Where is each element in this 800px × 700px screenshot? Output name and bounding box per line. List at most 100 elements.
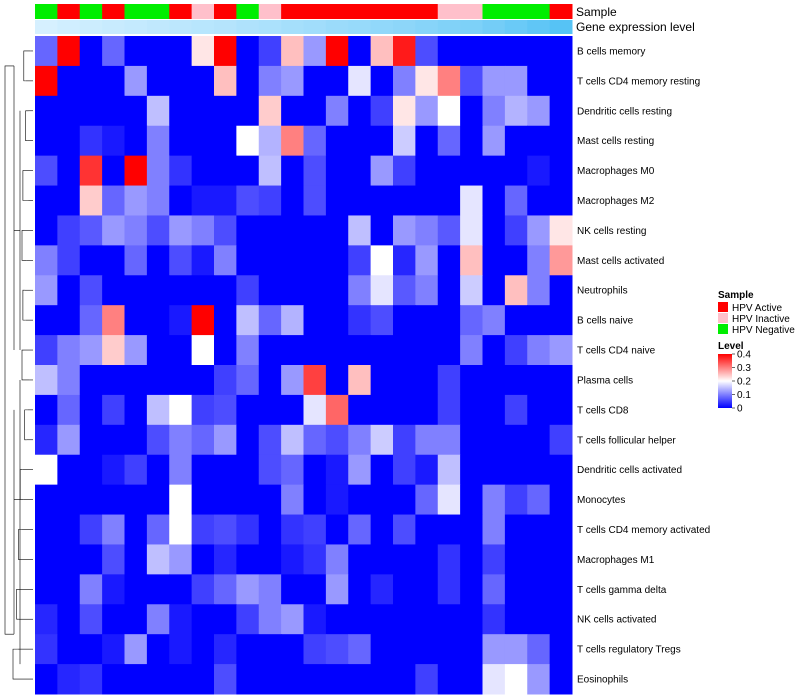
expression-annotation-cell: [348, 20, 372, 34]
dendrogram-branch: [21, 349, 30, 381]
heatmap-cell: [258, 36, 282, 67]
heatmap-cell: [348, 574, 372, 605]
heatmap-cell: [191, 185, 215, 216]
heatmap-cell: [415, 335, 439, 366]
dendrogram-branch: [23, 50, 31, 82]
heatmap-cell: [348, 36, 372, 67]
heatmap-cell: [348, 125, 372, 157]
heatmap-cell: [303, 335, 327, 366]
heatmap-cell: [549, 394, 573, 426]
heatmap-cell: [169, 424, 193, 456]
heatmap-cell: [482, 155, 506, 187]
heatmap-cell: [79, 36, 103, 67]
heatmap-cell: [35, 215, 58, 246]
heatmap-cell: [348, 65, 372, 97]
heatmap-cell: [169, 454, 193, 486]
row-label: T cells CD4 memory activated: [577, 525, 710, 536]
sample-annotation-cell: [393, 4, 416, 19]
heatmap-cell: [281, 36, 304, 67]
heatmap-cell: [146, 424, 170, 456]
heatmap-cell: [169, 365, 193, 396]
heatmap-cell: [527, 275, 551, 306]
heatmap-cell: [549, 454, 573, 486]
heatmap-cell: [169, 574, 193, 605]
expression-annotation-cell: [236, 20, 260, 34]
dendrogram-branch: [4, 65, 14, 635]
heatmap-cell: [549, 155, 573, 187]
sample-annotation-cell: [35, 4, 58, 19]
heatmap-cell: [191, 125, 215, 157]
sample-annotation-cell: [191, 4, 215, 19]
heatmap-cell: [146, 484, 170, 516]
heatmap-cell: [370, 125, 394, 157]
expression-annotation-cell: [124, 20, 148, 34]
heatmap-cell: [504, 484, 528, 516]
heatmap-cell: [325, 36, 349, 67]
expression-annotation-cell: [549, 20, 573, 34]
heatmap-cell: [325, 574, 349, 605]
heatmap-cell: [79, 155, 103, 187]
heatmap-cell: [35, 544, 58, 575]
heatmap-cell: [79, 275, 103, 306]
heatmap-cell: [303, 574, 327, 605]
heatmap-cell: [325, 125, 349, 157]
heatmap-cell: [504, 365, 528, 396]
heatmap-cell: [370, 394, 394, 426]
sample-annotation-cell: [214, 4, 237, 19]
sample-annotation-cell: [504, 4, 528, 19]
row-label: NK cells activated: [577, 615, 656, 626]
heatmap-cell: [549, 305, 573, 336]
heatmap-cell: [79, 454, 103, 486]
heatmap-cell: [124, 574, 148, 605]
heatmap-cell: [370, 95, 394, 127]
heatmap-cell: [482, 335, 506, 366]
heatmap-cell: [169, 634, 193, 665]
level-tick-label: 0.2: [737, 377, 751, 388]
expression-annotation-cell: [482, 20, 506, 34]
row-label: Macrophages M0: [577, 166, 655, 177]
heatmap-cell: [348, 394, 372, 426]
heatmap-cell: [437, 574, 461, 605]
heatmap-cell: [236, 155, 260, 187]
heatmap-cell: [35, 424, 58, 456]
heatmap-cell: [393, 664, 416, 695]
heatmap-cell: [102, 424, 125, 456]
heatmap-cell: [549, 514, 573, 545]
heatmap-cell: [146, 125, 170, 157]
heatmap-cell: [124, 424, 148, 456]
heatmap-cell: [348, 424, 372, 456]
heatmap-cell: [79, 394, 103, 426]
heatmap-cell: [146, 245, 170, 276]
heatmap-cell: [504, 514, 528, 545]
sample-annotation-cell: [124, 4, 148, 19]
heatmap-cell: [146, 185, 170, 216]
heatmap-cell: [191, 664, 215, 695]
heatmap-cell: [236, 95, 260, 127]
dendrogram-branch: [22, 289, 26, 321]
heatmap-cell: [191, 275, 215, 306]
heatmap-cell: [258, 305, 282, 336]
heatmap-cell: [370, 65, 394, 97]
heatmap-cell: [124, 484, 148, 516]
heatmap-cell: [460, 125, 483, 157]
dendrogram-branch: [19, 469, 24, 500]
expression-annotation-cell: [191, 20, 215, 34]
heatmap-cell: [482, 424, 506, 456]
heatmap-cell: [325, 185, 349, 216]
expression-annotation-cell: [214, 20, 237, 34]
heatmap-cell: [460, 36, 483, 67]
heatmap-cell: [549, 275, 573, 306]
heatmap-cell: [482, 484, 506, 516]
heatmap-cell: [124, 634, 148, 665]
heatmap-cell: [214, 424, 237, 456]
sample-annotation-cell: [79, 4, 103, 19]
heatmap-cell: [325, 95, 349, 127]
heatmap-cell: [482, 125, 506, 157]
heatmap-cell: [527, 215, 551, 246]
row-label: Dendritic cells activated: [577, 465, 682, 476]
heatmap-cell: [460, 664, 483, 695]
heatmap-cell: [348, 365, 372, 396]
heatmap-cell: [393, 215, 416, 246]
heatmap-cell: [437, 275, 461, 306]
heatmap-cell: [169, 604, 193, 635]
